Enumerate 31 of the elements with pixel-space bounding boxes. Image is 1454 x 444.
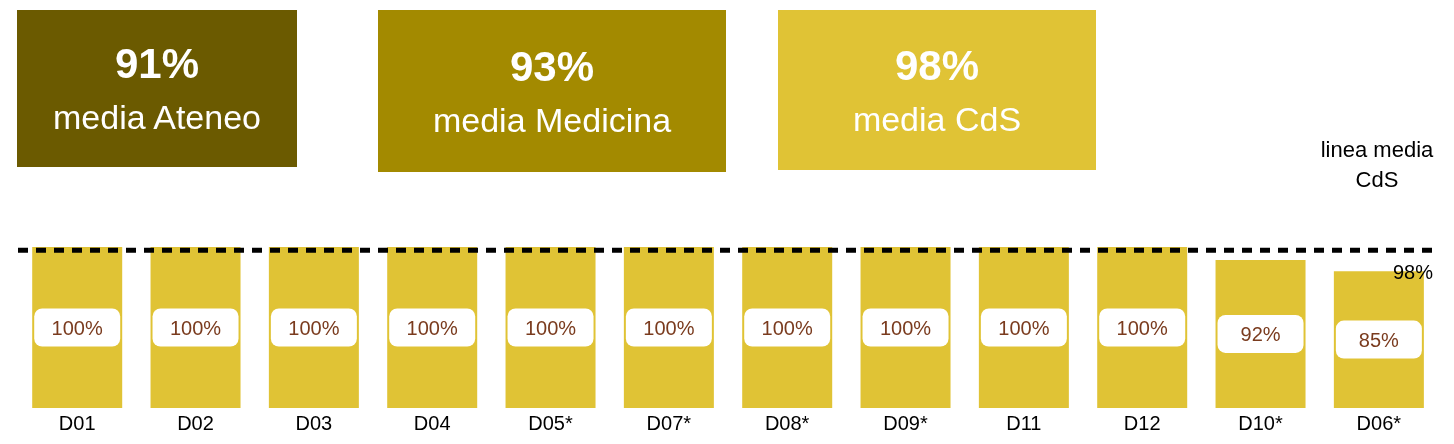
data-label: 100% [51,316,103,339]
x-tick-label: D06* [1356,412,1402,435]
data-label: 100% [288,316,340,339]
data-label: 100% [524,316,577,339]
data-label: 100% [1116,316,1168,339]
x-tick-label: D05* [528,412,573,435]
data-label: 100% [169,316,222,339]
x-tick-label: D09* [883,412,928,435]
data-label: 92% [1240,322,1281,345]
x-tick-label: D02 [177,412,214,435]
data-label: 100% [998,316,1050,339]
text: 98% [894,41,980,90]
x-tick-label: D12 [1123,412,1161,435]
text: media Ateneo [53,98,261,137]
text: linea media CdS [1319,136,1435,194]
data-label: 100% [879,316,932,339]
x-tick-label: D07* [646,412,692,435]
x-tick-label: D11 [1006,412,1042,435]
text: 91% [114,40,200,88]
text: media Medicina [432,100,672,140]
text: 93% [509,42,595,91]
text: media CdS [852,99,1022,139]
data-label: 100% [406,316,458,339]
data-label: 100% [761,316,813,339]
x-tick-label: D03 [295,412,333,435]
data-label: 85% [1358,328,1400,351]
x-tick-label: D10* [1238,412,1283,435]
x-tick-label: D01 [58,412,96,435]
x-tick-label: D04 [413,412,451,435]
x-tick-label: D08* [764,412,810,435]
data-label: 100% [643,316,695,339]
